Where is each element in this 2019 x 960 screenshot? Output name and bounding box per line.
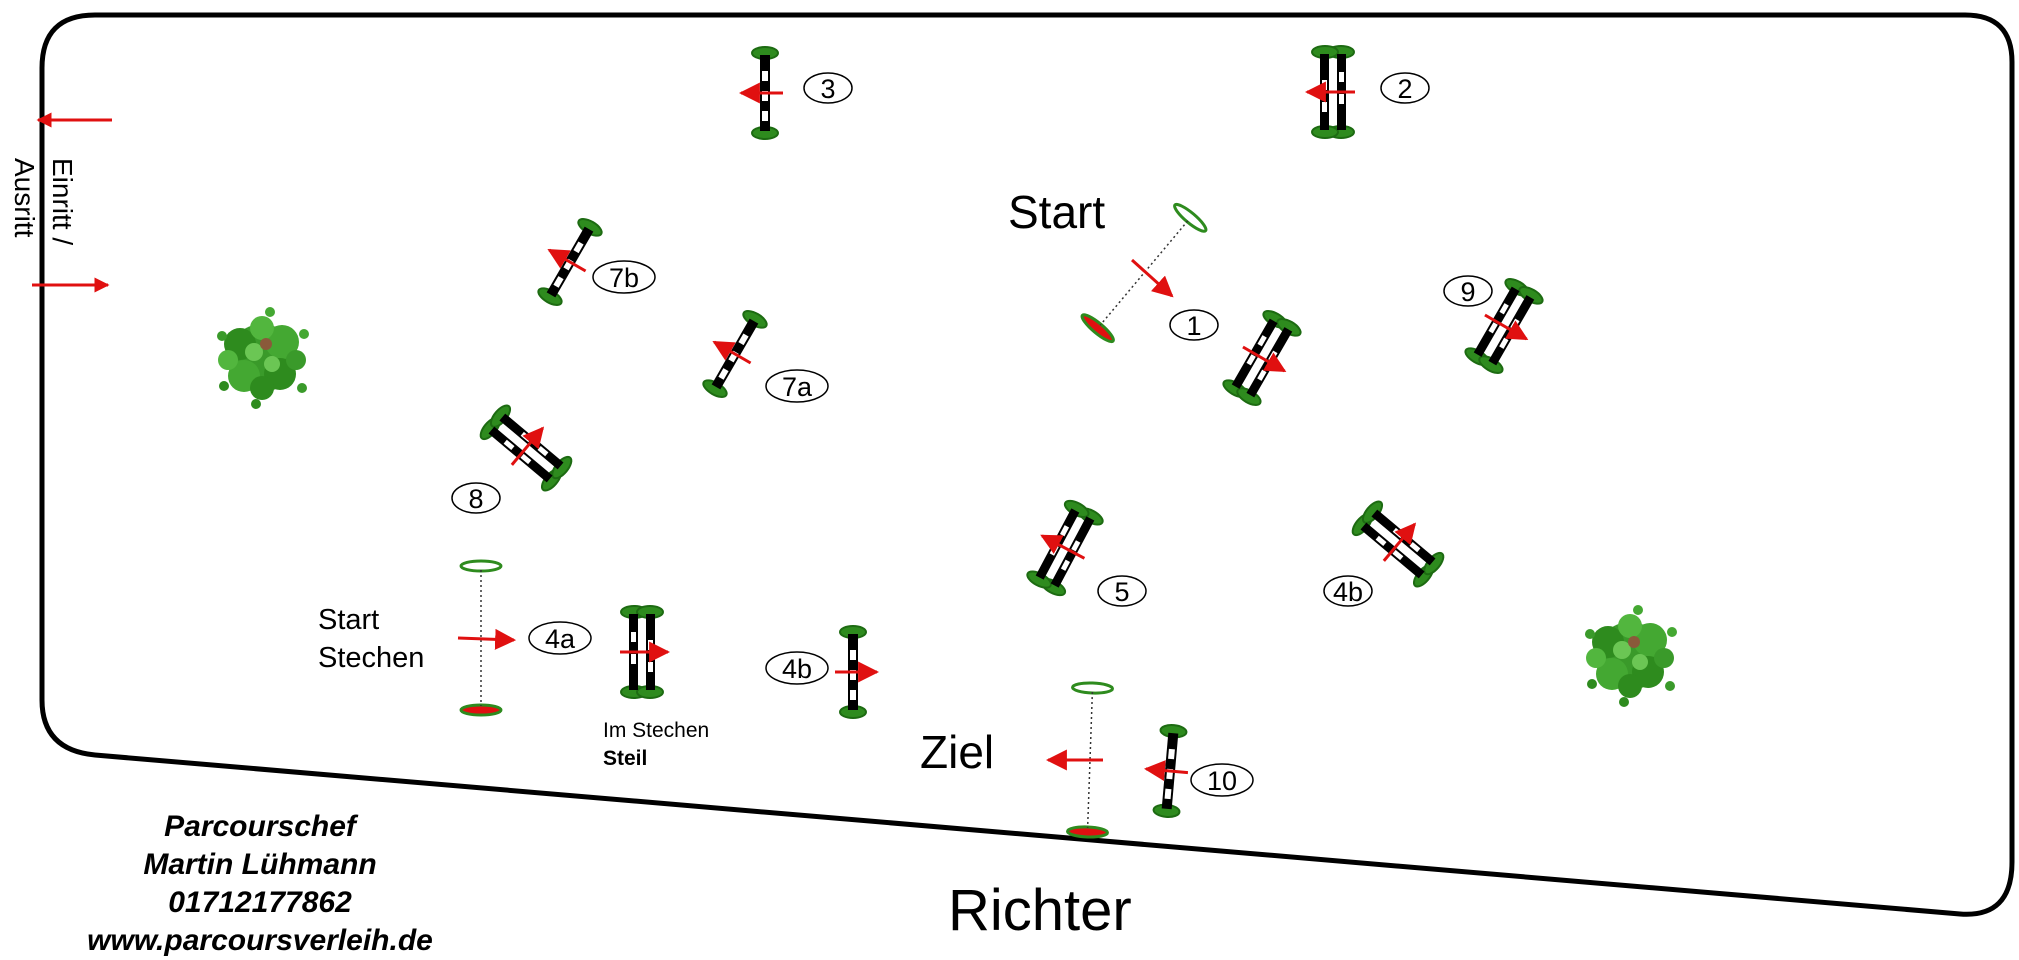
- judge-label: Richter: [948, 878, 1132, 938]
- jumpoff-start-label-line2: Stechen: [318, 642, 424, 674]
- arena-border: [39, 12, 2015, 917]
- obstacle-4a: 4a: [528, 606, 668, 698]
- obstacle-6: 5: [1020, 495, 1147, 607]
- obstacle-number: 4b: [782, 654, 812, 684]
- obstacle-5: 4b: [1323, 495, 1450, 607]
- obstacle-7b: 7b: [526, 210, 656, 311]
- obstacle-number: 7a: [782, 372, 813, 402]
- obstacle-number: 5: [1114, 577, 1129, 607]
- obstacle-number: 2: [1397, 74, 1412, 104]
- bush-icon: [1585, 605, 1677, 707]
- start-label: Start: [1008, 186, 1105, 238]
- obstacle-number: 1: [1186, 311, 1201, 341]
- obstacle-10: 10: [1142, 723, 1254, 818]
- course-designer-credits: Parcourschef Martin Lühmann 01712177862 …: [0, 808, 520, 960]
- credits-phone: 01712177862: [168, 886, 352, 919]
- jumpoff-note-line1: Im Stechen: [603, 719, 709, 742]
- obstacle-2: 2: [1307, 46, 1430, 138]
- obstacle-4b: 4b: [765, 626, 877, 718]
- obstacle-number: 4b: [1333, 577, 1363, 607]
- obstacle-number: 7b: [609, 263, 639, 293]
- obstacle-number: 9: [1460, 277, 1475, 307]
- finish-label: Ziel: [920, 726, 994, 778]
- start-line: [1077, 199, 1211, 347]
- obstacle-1: 1: [1169, 307, 1308, 411]
- credits-title: Parcourschef: [164, 810, 356, 843]
- credits-website: www.parcoursverleih.de: [87, 924, 433, 957]
- obstacle-number: 8: [468, 484, 483, 514]
- credits-name: Martin Lühmann: [143, 848, 377, 881]
- obstacle-3: 3: [741, 47, 853, 139]
- obstacle-7a: 7a: [691, 302, 829, 403]
- obstacle-number: 4a: [545, 624, 576, 654]
- jumpoff-start-label-line1: Start: [318, 604, 379, 636]
- entry-label-line2: Ausritt: [9, 158, 40, 238]
- obstacle-number: 10: [1207, 766, 1237, 796]
- obstacle-8: 8: [451, 399, 578, 514]
- finish-line: [1045, 680, 1115, 840]
- jumpoff-start-line: [457, 559, 517, 717]
- obstacle-number: 3: [820, 74, 835, 104]
- course-diagram: Einritt / Ausritt 3 2 7b 7a 8 Start: [9, 12, 2015, 938]
- jumpoff-note-line2: Steil: [603, 747, 647, 770]
- entry-label-line1: Einritt /: [47, 158, 78, 245]
- bush-icon: [217, 307, 309, 409]
- obstacle-9: 9: [1443, 275, 1550, 379]
